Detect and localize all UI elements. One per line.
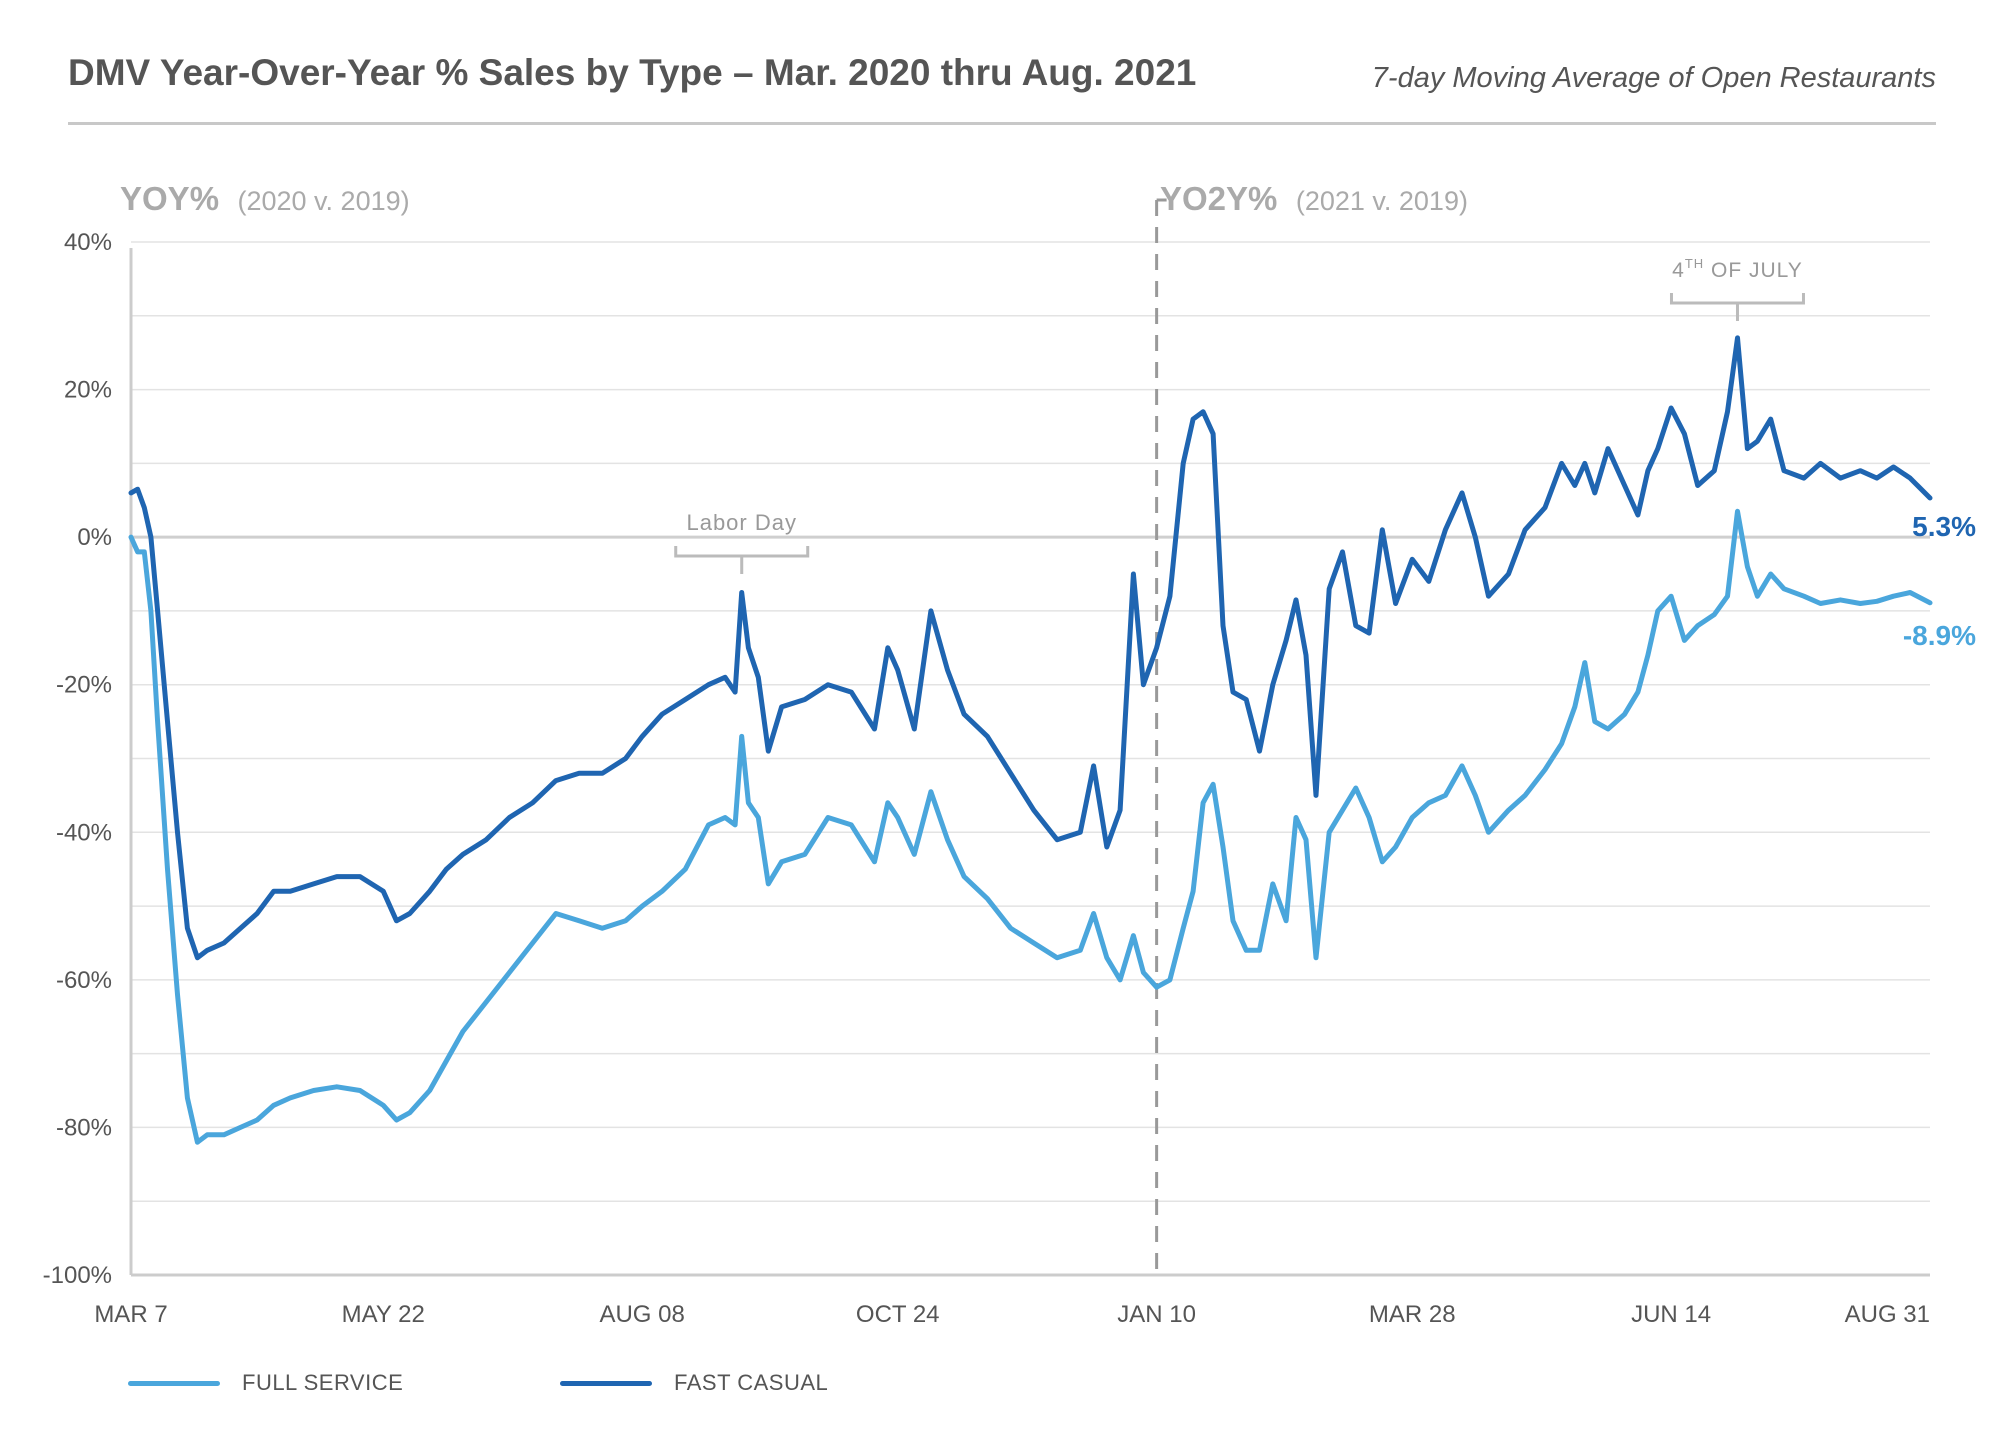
gridlines (131, 241, 1930, 1202)
section-label-yo2y-main: YO2Y% (1160, 180, 1277, 217)
annotation-bracket (1669, 293, 1805, 321)
x-tick-label: JAN 10 (1117, 1301, 1196, 1328)
y-tick-label: -100% (43, 1262, 112, 1289)
july-label-rest: OF JULY (1704, 259, 1803, 282)
legend-full-service-swatch (128, 1380, 220, 1386)
chart-subtitle: 7-day Moving Average of Open Restaurants (1371, 62, 1936, 94)
x-axis: MAR 7 MAY 22 AUG 08 OCT 24 JAN 10 MAR 28 JUN 1… (94, 1273, 1930, 1328)
legend-full-service-label: FULL SERVICE (242, 1370, 404, 1395)
y-tick-label: 20% (64, 377, 112, 404)
year-divider (1155, 198, 1167, 1275)
y-tick-label: 40% (64, 229, 112, 256)
chart-title: DMV Year-Over-Year % Sales by Type – Mar… (68, 52, 1197, 93)
section-label-yo2y: YO2Y% (2021 v. 2019) (1160, 180, 1468, 217)
section-label-yo2y-paren: (2021 v. 2019) (1296, 186, 1468, 216)
section-label-yoy-main: YOY% (120, 180, 219, 217)
annotation-bracket (674, 546, 810, 574)
series-line-full-service (128, 508, 1933, 1145)
fast-casual-end-label: 5.3% (1912, 511, 1976, 542)
x-tick-label: JUN 14 (1631, 1301, 1711, 1328)
x-tick-label: MAR 7 (94, 1301, 167, 1328)
series-line-fast-casual (128, 335, 1933, 961)
x-tick-label: AUG 08 (599, 1301, 684, 1328)
y-axis: 40% 20% 0% -20% -40% -60% -80% -100% (43, 229, 133, 1289)
y-tick-label: -80% (56, 1114, 112, 1141)
x-tick-label: AUG 31 (1845, 1301, 1930, 1328)
july-label-main: 4 (1672, 259, 1685, 282)
legend-fast-casual-label: FAST CASUAL (674, 1370, 829, 1395)
y-tick-label: 0% (77, 524, 112, 551)
x-tick-label: OCT 24 (856, 1301, 940, 1328)
fourth-of-july-annotation: 4TH OF JULY (1669, 256, 1805, 321)
x-tick-label: MAY 22 (342, 1301, 425, 1328)
legend-full-service: FULL SERVICE (128, 1368, 403, 1398)
x-tick-label: MAR 28 (1369, 1301, 1456, 1328)
legend-fast-casual: FAST CASUAL (560, 1368, 828, 1398)
full-service-end-label: -8.9% (1903, 620, 1976, 651)
fourth-of-july-label: 4TH OF JULY (1672, 256, 1803, 282)
labor-day-label: Labor Day (686, 510, 797, 535)
section-label-yoy-paren: (2020 v. 2019) (238, 186, 410, 216)
title-divider (68, 122, 1936, 125)
y-tick-label: -20% (56, 672, 112, 699)
y-tick-label: -60% (56, 967, 112, 994)
section-label-yoy: YOY% (2020 v. 2019) (120, 180, 410, 217)
labor-day-annotation: Labor Day (674, 510, 810, 574)
legend-fast-casual-swatch (560, 1380, 652, 1386)
july-label-sup: TH (1685, 256, 1704, 271)
title-row: DMV Year-Over-Year % Sales by Type – Mar… (68, 52, 1936, 112)
y-tick-label: -40% (56, 819, 112, 846)
series-lines (128, 335, 1933, 1145)
